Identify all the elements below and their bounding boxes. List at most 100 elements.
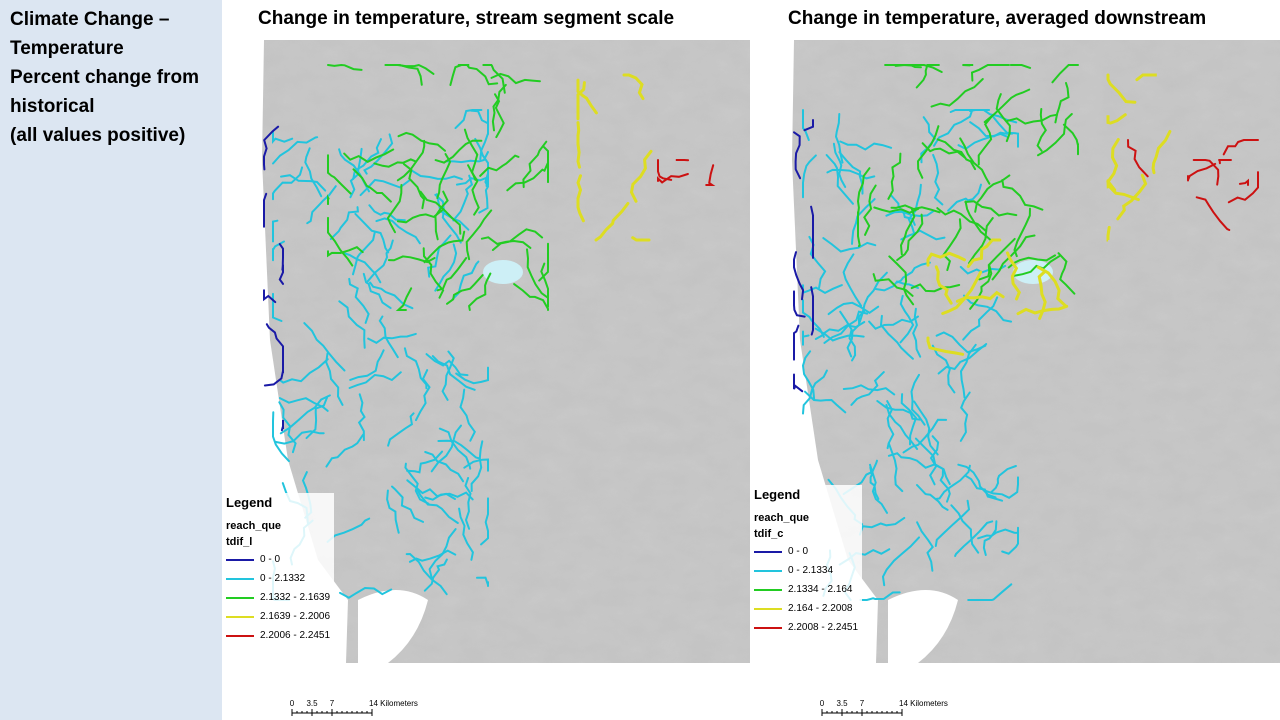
stream (411, 169, 463, 181)
stream (348, 371, 402, 389)
stream (842, 253, 863, 307)
stream (479, 109, 489, 161)
stream (962, 296, 999, 341)
stream (457, 64, 499, 86)
stream (272, 136, 319, 165)
stream (491, 228, 544, 251)
stream (280, 174, 327, 192)
legend-label: 2.164 - 2.2008 (788, 603, 853, 614)
stream (272, 292, 283, 322)
stream (362, 272, 392, 310)
stream (272, 411, 290, 463)
stream (935, 331, 987, 354)
stream (436, 153, 452, 199)
legend-label: 2.1334 - 2.164 (788, 584, 853, 595)
stream (367, 332, 417, 344)
stream (932, 153, 944, 206)
stream (804, 390, 847, 414)
stream (964, 200, 1018, 217)
stream (839, 310, 857, 362)
stream (378, 315, 399, 359)
legend-item: 0 - 0 (754, 542, 858, 561)
stream (857, 211, 861, 248)
stream (888, 255, 915, 306)
stream (594, 202, 630, 242)
stream (470, 440, 484, 492)
bay (888, 590, 958, 663)
legend-swatch (754, 607, 782, 610)
stream (467, 164, 480, 216)
sidebar-line: (all values positive) (10, 125, 186, 146)
stream (375, 217, 421, 245)
legend-swatch (226, 558, 254, 561)
stream (885, 209, 935, 218)
stream (916, 484, 949, 511)
stream (1057, 252, 1076, 295)
stream (1037, 269, 1047, 320)
stream (1013, 207, 1031, 258)
stream (930, 78, 984, 108)
stream (850, 371, 885, 406)
stream (424, 491, 474, 501)
stream (349, 349, 385, 381)
stream (899, 207, 916, 256)
legend-swatch (754, 588, 782, 591)
stream (967, 583, 1013, 601)
stream (445, 151, 489, 164)
stream (910, 373, 926, 426)
stream (513, 283, 549, 311)
legend-swatch (226, 577, 254, 580)
stream (338, 300, 366, 349)
stream (881, 536, 920, 587)
map-title: Change in temperature, averaged downstre… (788, 8, 1207, 29)
legend-layer: reach_que (754, 512, 810, 524)
stream (343, 148, 395, 163)
stream (970, 64, 1010, 82)
scalebar: 0 3.5 7 14 Kilometers (290, 699, 418, 716)
stream (414, 486, 459, 524)
stream (887, 442, 904, 493)
stream (434, 190, 449, 241)
stream (969, 264, 993, 310)
stream (856, 167, 871, 217)
stream (825, 154, 854, 205)
stream (272, 240, 285, 262)
stream (526, 248, 549, 299)
legend-item: 2.1334 - 2.164 (754, 580, 858, 599)
stream (387, 412, 415, 447)
stream (387, 255, 436, 264)
stream (839, 140, 893, 151)
stream (352, 168, 392, 203)
legend-field: tdif_l (226, 536, 253, 548)
stream (1037, 113, 1073, 157)
stream (329, 206, 359, 240)
legend-item: 2.2008 - 2.2451 (754, 618, 858, 637)
stream (437, 439, 481, 460)
stream (887, 452, 936, 469)
stream (851, 198, 876, 245)
stream (325, 433, 365, 468)
stream (278, 401, 297, 454)
stream (325, 352, 344, 406)
stream (902, 418, 948, 454)
legend-label: 0 - 2.1334 (788, 565, 834, 576)
stream (463, 458, 489, 472)
stream (384, 64, 423, 86)
stream (834, 113, 844, 164)
stream (929, 435, 940, 486)
stream (423, 230, 466, 264)
stream (373, 158, 417, 168)
stream (304, 147, 323, 198)
sidebar-line: historical (10, 96, 95, 117)
stream (832, 142, 847, 188)
stream (887, 152, 902, 200)
stream (1135, 73, 1157, 82)
stream (899, 294, 915, 344)
stream (995, 93, 1011, 143)
stream (957, 463, 997, 499)
stream (491, 83, 507, 132)
sidebar-line: Temperature (10, 38, 124, 59)
stream (386, 184, 403, 234)
stream (431, 355, 476, 391)
stream (397, 131, 446, 152)
